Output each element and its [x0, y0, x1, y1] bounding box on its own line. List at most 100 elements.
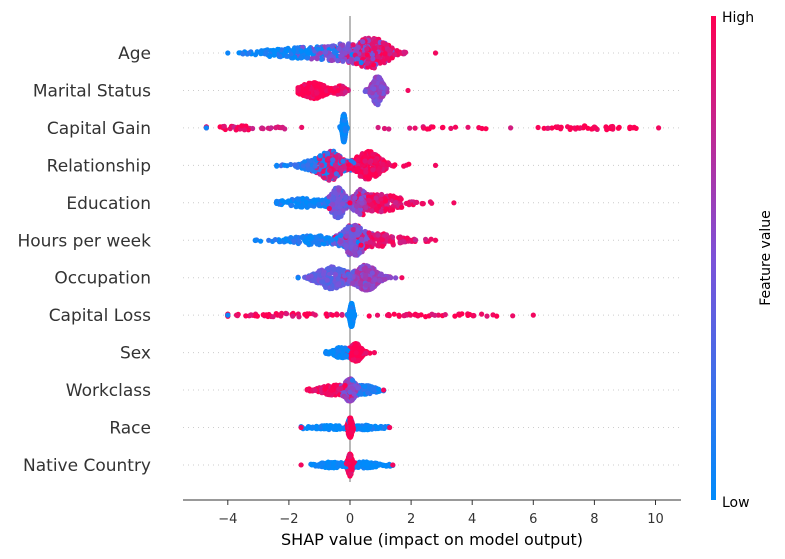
shap-point — [357, 173, 363, 179]
shap-point — [530, 312, 536, 318]
shap-point — [225, 312, 231, 318]
shap-point — [335, 214, 342, 221]
shap-point — [291, 238, 297, 244]
shap-point — [296, 239, 303, 245]
shap-point — [375, 167, 382, 173]
shap-point — [272, 237, 278, 243]
shap-point — [470, 312, 476, 319]
shap-point — [347, 273, 353, 279]
shap-point — [405, 200, 411, 206]
shap-point — [380, 161, 386, 167]
shap-point — [350, 42, 356, 48]
shap-point — [432, 162, 439, 168]
shap-point — [392, 52, 398, 58]
shap-point — [448, 125, 454, 131]
shap-point — [329, 43, 335, 49]
shap-point — [243, 313, 249, 319]
shap-point — [295, 275, 301, 281]
shap-point — [383, 206, 390, 212]
shap-point — [370, 56, 376, 62]
shap-point — [263, 51, 269, 57]
shap-point — [266, 237, 272, 243]
shap-point — [240, 51, 246, 57]
shap-point — [332, 271, 339, 277]
shap-point — [371, 350, 377, 356]
shap-point — [381, 58, 387, 64]
shap-point — [332, 190, 338, 196]
shap-point — [319, 93, 326, 99]
shap-point — [387, 193, 393, 199]
shap-point — [319, 162, 325, 168]
shap-point — [592, 124, 598, 130]
shap-point — [373, 195, 379, 201]
shap-point — [427, 199, 433, 205]
shap-point — [451, 200, 457, 206]
shap-point — [329, 57, 335, 64]
shap-point — [338, 53, 344, 59]
shap-point — [440, 124, 446, 130]
shap-point — [346, 162, 352, 168]
feature-swarm — [203, 111, 662, 145]
shap-point — [399, 204, 405, 210]
shap-point — [616, 124, 622, 130]
shap-point — [308, 56, 314, 62]
shap-point — [370, 151, 376, 157]
shap-point — [324, 277, 330, 283]
shap-point — [300, 163, 306, 169]
shap-point — [306, 80, 312, 86]
shap-point — [371, 86, 377, 92]
shap-point — [396, 313, 402, 319]
shap-point — [314, 56, 320, 62]
shap-point — [338, 232, 344, 238]
shap-point — [390, 207, 396, 213]
shap-point — [341, 113, 347, 119]
shap-point — [294, 164, 301, 170]
shap-point — [363, 235, 369, 241]
shap-point — [375, 124, 381, 131]
shap-point — [656, 125, 662, 131]
shap-point — [305, 241, 312, 247]
shap-point — [317, 50, 323, 56]
shap-point — [298, 204, 304, 210]
shap-point — [252, 52, 259, 58]
shap-point — [362, 88, 368, 94]
shap-point — [295, 87, 301, 94]
shap-point — [203, 125, 209, 131]
shap-point — [304, 55, 310, 61]
shap-point — [375, 54, 381, 60]
shap-point — [382, 51, 388, 57]
shap-point — [484, 313, 490, 319]
shap-point — [325, 156, 331, 162]
shap-point — [379, 237, 385, 243]
shap-point — [290, 313, 296, 319]
shap-point — [372, 45, 378, 52]
shap-point — [568, 125, 574, 131]
shap-point — [329, 172, 335, 178]
shap-point — [349, 57, 355, 63]
shap-point — [343, 194, 349, 201]
shap-point — [360, 39, 366, 45]
shap-point — [373, 206, 379, 212]
shap-point — [610, 123, 616, 130]
shap-point — [388, 275, 394, 281]
shap-point — [338, 267, 344, 273]
feature-swarm — [252, 222, 439, 258]
shap-point — [295, 196, 301, 203]
shap-point — [303, 312, 309, 318]
shap-point — [423, 236, 429, 242]
shap-point — [352, 245, 359, 251]
shap-point — [490, 312, 496, 318]
shap-point — [574, 125, 581, 131]
shap-point — [272, 49, 278, 55]
shap-point — [366, 230, 372, 236]
shap-point — [274, 200, 280, 206]
shap-point — [378, 209, 384, 215]
shap-point — [353, 61, 359, 67]
shap-point — [420, 201, 426, 207]
shap-point — [363, 272, 369, 278]
shap-point — [326, 167, 333, 173]
shap-point — [282, 162, 288, 168]
shap-point — [315, 46, 321, 52]
shap-point — [325, 150, 331, 156]
shap-point — [375, 232, 381, 238]
